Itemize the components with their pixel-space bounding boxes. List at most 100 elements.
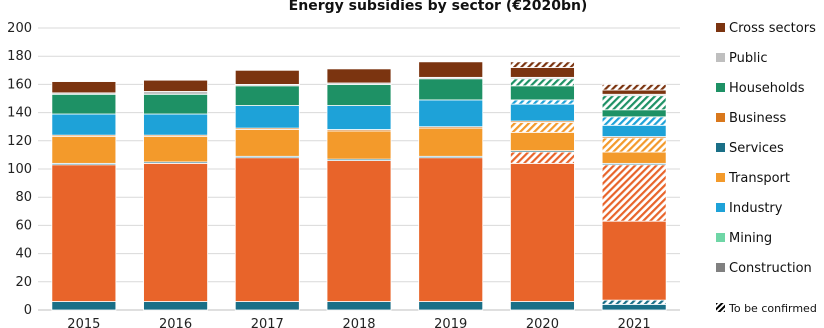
bar-segment-services bbox=[51, 301, 117, 311]
bar-segment-cross-sectors bbox=[601, 89, 667, 95]
y-tick-label: 60 bbox=[15, 218, 32, 233]
bar-segment-industry bbox=[510, 162, 575, 302]
bar-stacks bbox=[51, 61, 667, 311]
bar-segment-industry-tbc bbox=[510, 151, 575, 164]
bar-segment-services-tbc bbox=[601, 299, 667, 305]
legend-swatch bbox=[716, 83, 725, 92]
bar-segment-industry bbox=[418, 157, 484, 302]
bar-segment-industry bbox=[51, 164, 117, 302]
bar-segment-cross-sectors bbox=[234, 69, 300, 85]
legend-swatch bbox=[716, 143, 725, 152]
legend-note-label: To be confirmed bbox=[728, 302, 817, 315]
bar-segment-industry-top bbox=[234, 105, 300, 129]
legend-label: Industry bbox=[729, 201, 783, 216]
x-tick-label: 2021 bbox=[618, 317, 651, 328]
legend-item-transport: Transport bbox=[716, 171, 790, 186]
bar-segment-households-tbc bbox=[601, 95, 667, 111]
legend-item-cross-sectors: Cross sectors bbox=[716, 21, 816, 36]
bar-segment-households bbox=[143, 93, 208, 115]
y-tick-label: 40 bbox=[15, 247, 32, 262]
y-tick-label: 200 bbox=[7, 21, 32, 36]
bar-segment-transport bbox=[143, 136, 208, 163]
legend-swatch bbox=[716, 173, 725, 182]
bar-segment-industry-top bbox=[326, 105, 392, 130]
legend: Cross sectors Public Households Business Ser… bbox=[716, 21, 817, 315]
bar-segment-industry bbox=[234, 157, 300, 302]
legend-swatch bbox=[716, 233, 725, 242]
legend-label: Construction bbox=[729, 261, 812, 276]
bar-segment-public bbox=[143, 91, 208, 95]
bar-segment-cross-sectors bbox=[51, 81, 117, 94]
bar-segment-transport bbox=[51, 136, 117, 164]
bar-segment-cross-sectors bbox=[326, 68, 392, 84]
y-tick-label: 140 bbox=[7, 106, 32, 121]
legend-label: Households bbox=[729, 81, 805, 96]
x-tick-label: 2018 bbox=[342, 317, 375, 328]
legend-label: Business bbox=[729, 111, 787, 126]
bar-stack-2016 bbox=[143, 79, 208, 311]
bar-segment-industry-top bbox=[51, 113, 117, 136]
bar-segment-services bbox=[326, 301, 392, 311]
bar-segment-services bbox=[143, 301, 208, 311]
bar-segment-services bbox=[510, 301, 575, 311]
legend-item-public: Public bbox=[716, 51, 767, 66]
legend-label: Cross sectors bbox=[729, 21, 816, 36]
bar-segment-transport bbox=[601, 151, 667, 164]
legend-label: Services bbox=[729, 141, 784, 156]
bar-segment-services bbox=[418, 301, 484, 311]
bar-segment-industry-top bbox=[418, 99, 484, 128]
y-tick-label: 0 bbox=[24, 303, 32, 318]
bar-segment-households bbox=[51, 93, 117, 115]
x-axis-ticks: 2015 2016 2017 2018 2019 2020 2021 bbox=[67, 317, 650, 328]
legend-item-to-be-confirmed: To be confirmed bbox=[716, 302, 817, 315]
bar-segment-transport bbox=[326, 130, 392, 160]
legend-item-mining: Mining bbox=[716, 231, 772, 246]
bar-segment-households-tbc bbox=[510, 78, 575, 87]
bar-segment-industry-top bbox=[601, 124, 667, 137]
bar-stack-2021 bbox=[601, 84, 667, 311]
bar-segment-industry-tbc bbox=[601, 164, 667, 222]
bar-segment-cross-sectors bbox=[510, 67, 575, 78]
bar-segment-industry bbox=[326, 160, 392, 302]
bar-segment-transport-tbc bbox=[601, 137, 667, 153]
bar-segment-industry-top-tbc bbox=[601, 116, 667, 126]
legend-item-industry: Industry bbox=[716, 201, 783, 216]
bar-segment-households bbox=[326, 84, 392, 106]
y-tick-label: 20 bbox=[15, 275, 32, 290]
bar-stack-2020 bbox=[510, 61, 575, 311]
bar-segment-industry bbox=[143, 162, 208, 302]
bar-segment-transport bbox=[234, 129, 300, 157]
bar-segment-cross-sectors bbox=[143, 79, 208, 92]
bar-segment-transport bbox=[510, 131, 575, 152]
x-tick-label: 2015 bbox=[67, 317, 100, 328]
x-tick-label: 2020 bbox=[526, 317, 559, 328]
y-tick-label: 120 bbox=[7, 134, 32, 149]
bar-segment-industry-top-tbc bbox=[510, 99, 575, 105]
chart-title: Energy subsidies by sector (€2020bn) bbox=[289, 0, 588, 14]
bar-segment-services bbox=[601, 303, 667, 311]
bar-segment-industry-top bbox=[510, 103, 575, 122]
x-tick-label: 2016 bbox=[159, 317, 192, 328]
legend-label: Mining bbox=[729, 231, 772, 246]
bar-segment-services bbox=[234, 301, 300, 311]
bar-segment-transport bbox=[418, 127, 484, 157]
bar-stack-2018 bbox=[326, 68, 392, 311]
bar-segment-households bbox=[601, 109, 667, 118]
bar-segment-cross-sectors-tbc bbox=[601, 84, 667, 91]
bar-segment-households bbox=[510, 85, 575, 101]
bar-stack-2015 bbox=[51, 81, 117, 311]
x-tick-label: 2019 bbox=[434, 317, 467, 328]
y-tick-label: 160 bbox=[7, 77, 32, 92]
bar-segment-cross-sectors-tbc bbox=[510, 61, 575, 68]
y-axis-ticks: 0 20 40 60 80 100 120 140 160 180 200 bbox=[7, 21, 32, 318]
y-tick-label: 80 bbox=[15, 190, 32, 205]
bar-segment-cross-sectors bbox=[418, 61, 484, 78]
legend-item-construction: Construction bbox=[716, 261, 812, 276]
legend-hatch-swatch bbox=[716, 303, 725, 312]
bar-stack-2019 bbox=[418, 61, 484, 311]
y-tick-label: 180 bbox=[7, 49, 32, 64]
bar-segment-industry bbox=[601, 220, 667, 301]
bar-segment-households bbox=[418, 78, 484, 101]
bar-segment-industry-top bbox=[143, 113, 208, 136]
